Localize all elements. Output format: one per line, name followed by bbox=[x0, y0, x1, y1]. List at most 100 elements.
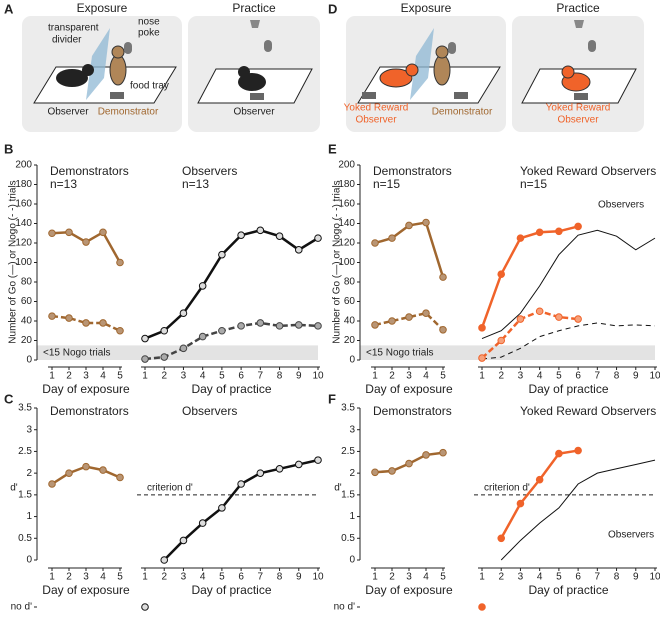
subplot-subtitle: n=15 bbox=[373, 177, 400, 191]
x-tick-label: 10 bbox=[312, 371, 324, 382]
data-point bbox=[160, 326, 169, 335]
x-tick-label: 4 bbox=[537, 572, 543, 583]
food-tray bbox=[250, 93, 264, 100]
data-point bbox=[516, 234, 525, 242]
data-point bbox=[314, 322, 322, 330]
x-tick-label: 4 bbox=[537, 371, 543, 382]
x-tick-label: 6 bbox=[575, 572, 581, 583]
rat bbox=[561, 65, 575, 79]
y-tick-label: 3.5 bbox=[341, 403, 355, 414]
box-title: Exposure bbox=[77, 1, 128, 15]
x-tick-label: 6 bbox=[238, 371, 244, 382]
label: Observer bbox=[557, 115, 599, 126]
y-tick-label: 2 bbox=[26, 468, 32, 479]
label: Yoked Reward bbox=[546, 103, 611, 114]
x-tick-label: 1 bbox=[142, 371, 148, 382]
series-line bbox=[481, 309, 579, 359]
panel-letter: E bbox=[328, 141, 337, 156]
y-tick-label: 0 bbox=[26, 555, 32, 566]
series-line bbox=[374, 311, 444, 331]
panel-letter: F bbox=[328, 391, 336, 406]
y-tick-label: 60 bbox=[344, 296, 356, 307]
data-point bbox=[405, 313, 413, 321]
data-point bbox=[218, 250, 226, 259]
y-tick-label: no d' bbox=[334, 602, 355, 613]
data-point bbox=[65, 469, 73, 477]
no-dprime-point bbox=[141, 603, 149, 611]
light bbox=[250, 20, 260, 28]
y-tick-label: 200 bbox=[15, 160, 32, 171]
x-tick-label: 1 bbox=[372, 572, 378, 583]
label: Yoked Reward bbox=[344, 103, 409, 114]
x-tick-label: 3 bbox=[406, 371, 412, 382]
data-point bbox=[555, 227, 563, 236]
data-point bbox=[314, 234, 322, 242]
data-point bbox=[388, 467, 396, 475]
x-tick-label: 1 bbox=[49, 572, 55, 583]
x-tick-label: 7 bbox=[258, 572, 264, 583]
food-tray bbox=[454, 92, 468, 99]
y-tick-label: 0.5 bbox=[18, 533, 32, 544]
series-line bbox=[51, 230, 122, 264]
y-tick-label: 20 bbox=[344, 335, 356, 346]
x-tick-label: 2 bbox=[66, 371, 72, 382]
threshold-band bbox=[37, 345, 318, 360]
rat bbox=[435, 45, 449, 59]
x-tick-label: 1 bbox=[49, 371, 55, 382]
subplot-title: Observers bbox=[182, 164, 237, 178]
no-dprime-point bbox=[478, 603, 486, 611]
x-tick-label: 4 bbox=[423, 572, 429, 583]
y-tick-label: 160 bbox=[338, 199, 355, 210]
data-point bbox=[179, 344, 188, 353]
panel-letter: A bbox=[4, 1, 14, 16]
y-tick-label: 1 bbox=[349, 511, 355, 522]
subplot-title: Demonstrators bbox=[50, 164, 129, 178]
x-tick-label: 3 bbox=[83, 572, 89, 583]
data-point bbox=[256, 319, 265, 327]
data-point bbox=[237, 231, 245, 239]
x-tick-label: 10 bbox=[649, 572, 660, 583]
rat bbox=[379, 68, 413, 88]
x-tick-label: 3 bbox=[518, 572, 524, 583]
series-line bbox=[144, 321, 319, 361]
x-tick-label: 5 bbox=[556, 572, 562, 583]
x-axis-label: Day of exposure bbox=[42, 583, 130, 597]
x-axis-label: Day of practice bbox=[528, 382, 608, 396]
data-point bbox=[82, 462, 90, 471]
reference-line bbox=[481, 322, 656, 360]
data-point bbox=[275, 232, 284, 240]
nose-poke bbox=[448, 42, 456, 54]
y-tick-label: 3 bbox=[26, 424, 32, 435]
x-tick-label: 1 bbox=[372, 371, 378, 382]
series-line bbox=[51, 314, 121, 332]
data-point bbox=[198, 519, 207, 527]
data-point bbox=[160, 556, 169, 564]
data-point bbox=[555, 313, 563, 321]
y-tick-label: 100 bbox=[338, 257, 355, 268]
x-tick-label: 1 bbox=[142, 572, 148, 583]
label: poke bbox=[138, 28, 160, 39]
data-point bbox=[198, 332, 207, 341]
y-axis-label: d' bbox=[10, 483, 18, 494]
x-tick-label: 5 bbox=[117, 572, 123, 583]
y-tick-label: 2.5 bbox=[341, 446, 355, 457]
data-point bbox=[535, 307, 544, 316]
light bbox=[574, 20, 584, 28]
label: Demonstrator bbox=[432, 107, 493, 118]
food-tray bbox=[110, 92, 124, 99]
x-tick-label: 6 bbox=[575, 371, 581, 382]
data-point bbox=[478, 324, 486, 332]
data-point bbox=[237, 322, 245, 330]
data-point bbox=[48, 229, 56, 238]
x-tick-label: 9 bbox=[633, 572, 639, 583]
reference-label: Observers bbox=[598, 200, 644, 211]
x-tick-label: 5 bbox=[556, 371, 562, 382]
data-point bbox=[388, 317, 396, 325]
food-tray bbox=[362, 92, 376, 99]
data-point bbox=[574, 315, 582, 323]
subplot-title: Demonstrators bbox=[373, 404, 452, 418]
data-point bbox=[516, 499, 525, 508]
y-tick-label: 120 bbox=[15, 238, 32, 249]
reference-line bbox=[481, 229, 656, 340]
x-axis-label: Day of practice bbox=[191, 583, 271, 597]
